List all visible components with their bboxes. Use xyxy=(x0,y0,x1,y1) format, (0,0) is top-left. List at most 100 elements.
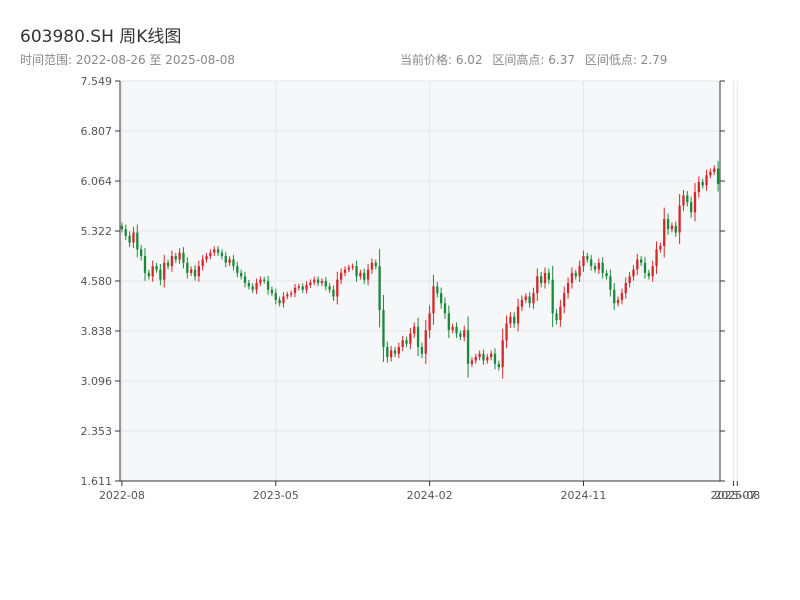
candle-body xyxy=(386,347,389,358)
candle-body xyxy=(332,289,335,297)
candle-body xyxy=(255,283,258,290)
candle-body xyxy=(305,285,308,290)
y-tick-label: 4.580 xyxy=(81,275,113,288)
candle-body xyxy=(520,299,524,307)
candle-body xyxy=(220,252,224,257)
candle-body xyxy=(301,286,304,290)
candle-body xyxy=(605,272,608,277)
candle-body xyxy=(205,256,208,260)
candle-body xyxy=(416,326,420,348)
candle-body xyxy=(459,333,462,337)
candle-body xyxy=(716,168,720,184)
chart-title: 603980.SH 周K线图 xyxy=(20,27,182,47)
candle-body xyxy=(140,249,143,257)
grid-lines xyxy=(120,80,738,482)
y-tick-label: 6.807 xyxy=(81,125,113,138)
candle-body xyxy=(528,296,531,304)
candle-body xyxy=(563,293,566,307)
candle-body xyxy=(124,229,127,236)
candle-body xyxy=(647,272,650,277)
candle-body xyxy=(466,330,470,364)
candle-body xyxy=(297,286,300,288)
candle-body xyxy=(601,262,604,273)
candle-body xyxy=(420,347,424,354)
candle-body xyxy=(701,181,704,186)
candle-body xyxy=(693,192,697,213)
candle-body xyxy=(613,289,616,304)
candle-body xyxy=(355,266,358,277)
candle-body xyxy=(259,279,262,284)
candle-body xyxy=(374,262,377,267)
candle-body xyxy=(213,249,216,253)
range-low: 区间低点: 2.79 xyxy=(584,53,668,67)
candle-body xyxy=(566,283,570,294)
candle-body xyxy=(678,205,681,233)
candle-body xyxy=(470,360,474,364)
candle-body xyxy=(186,262,189,273)
candle-body xyxy=(132,232,135,243)
candle-body xyxy=(197,266,200,277)
candle-body xyxy=(682,195,685,206)
candle-body xyxy=(136,232,139,250)
candle-body xyxy=(597,262,600,270)
candle-body xyxy=(359,272,362,277)
candle-body xyxy=(397,347,400,354)
candle-body xyxy=(209,252,212,257)
candle-body xyxy=(151,266,154,277)
candle-body xyxy=(640,259,643,263)
candle-body xyxy=(490,353,493,358)
candle-body xyxy=(251,286,254,290)
candle-body xyxy=(620,293,624,300)
candle-body xyxy=(282,296,285,304)
candle-body xyxy=(609,276,612,290)
candle-body xyxy=(128,235,131,243)
candle-body xyxy=(343,269,347,273)
candle-body xyxy=(578,266,581,277)
candle-body xyxy=(413,326,416,334)
candle-body xyxy=(243,276,247,284)
candle-body xyxy=(320,281,324,284)
candle-body xyxy=(666,219,670,230)
candle-body xyxy=(370,262,374,270)
candle-body xyxy=(659,245,662,250)
candle-body xyxy=(705,175,708,186)
candle-body xyxy=(636,259,639,270)
x-tick-label: 2025-07 xyxy=(710,489,756,502)
candle-body xyxy=(163,262,166,280)
candle-body xyxy=(536,276,539,294)
candle-body xyxy=(190,269,193,273)
candle-body xyxy=(336,279,339,297)
axes: 1.611 2.353 3.096 3.838 4.580 5.322 6.064 6.807… xyxy=(81,75,761,502)
candle-body xyxy=(216,249,220,253)
candle-body xyxy=(236,266,239,273)
candle-body xyxy=(516,306,520,324)
x-tick-label: 2023-05 xyxy=(253,489,299,502)
candle-body xyxy=(340,272,343,280)
candle-body xyxy=(709,171,712,176)
candle-body xyxy=(224,256,227,263)
candle-body xyxy=(313,279,316,283)
candle-body xyxy=(232,259,235,267)
candle-body xyxy=(155,266,158,270)
candle-body xyxy=(686,195,689,203)
candle-body xyxy=(690,202,693,213)
candle-body xyxy=(543,272,547,284)
range-high: 区间高点: 6.37 xyxy=(492,53,575,67)
candle-body xyxy=(166,262,170,267)
candle-body xyxy=(509,316,512,324)
candle-body xyxy=(428,313,431,331)
candle-body xyxy=(378,266,381,310)
candle-body xyxy=(697,181,700,193)
candle-body xyxy=(624,283,627,294)
y-tick-label: 6.064 xyxy=(81,175,113,188)
candle-body xyxy=(674,225,677,233)
candle-body xyxy=(347,267,350,270)
candles xyxy=(120,161,720,379)
candle-body xyxy=(147,272,150,277)
candle-body xyxy=(628,276,631,284)
candle-body xyxy=(547,272,550,280)
candle-body xyxy=(409,333,412,344)
candle-body xyxy=(201,259,204,267)
candle-body xyxy=(493,353,497,364)
candle-body xyxy=(713,168,716,172)
